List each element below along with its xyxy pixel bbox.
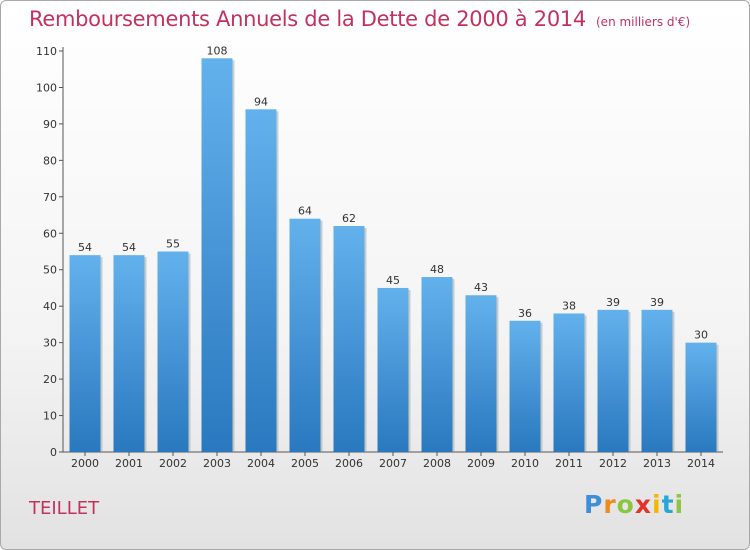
x-tick-label: 2012 (599, 457, 627, 470)
bar (685, 342, 717, 452)
y-tick-label: 70 (43, 191, 57, 204)
x-tick-label: 2004 (247, 457, 275, 470)
y-tick-label: 50 (43, 264, 57, 277)
bar-value-label: 108 (207, 44, 228, 57)
y-tick-label: 0 (50, 446, 57, 459)
y-tick-label: 10 (43, 410, 57, 423)
bar (69, 255, 101, 452)
chart-value-labels: 54 54 55 108 94 64 62 45 48 43 36 38 39 39 30 (78, 44, 708, 341)
bar (641, 309, 673, 452)
bar-value-label: 43 (474, 281, 488, 294)
bar-value-label: 64 (298, 205, 312, 218)
logo-letter: i (652, 490, 662, 519)
chart-unit: (en milliers d'€) (596, 15, 691, 29)
y-tick-label: 30 (43, 337, 57, 350)
bar-value-label: 36 (518, 307, 532, 320)
bar (509, 320, 541, 452)
bar (553, 313, 585, 452)
y-tick-label: 90 (43, 118, 57, 131)
y-tick-label: 60 (43, 227, 57, 240)
bar-value-label: 94 (254, 95, 268, 108)
x-tick-label: 2003 (203, 457, 231, 470)
bar (333, 225, 365, 452)
logo-letter: r (603, 490, 617, 519)
bar-value-label: 45 (386, 274, 400, 287)
chart-bars (69, 58, 719, 453)
bar-value-label: 48 (430, 263, 444, 276)
logo-letter: i (674, 490, 685, 519)
bar-value-label: 54 (78, 241, 92, 254)
chart-axes: 0 10 20 30 40 50 60 70 80 90 100 110 2000 2001 2002 200… (36, 45, 723, 470)
bar (245, 109, 277, 452)
bar-value-label: 55 (166, 238, 180, 251)
bar (201, 58, 233, 453)
x-tick-label: 2000 (71, 457, 99, 470)
bar-value-label: 54 (122, 241, 136, 254)
bar-value-label: 30 (694, 329, 708, 342)
bar (113, 255, 145, 452)
x-tick-label: 2001 (115, 457, 143, 470)
bar-value-label: 39 (650, 296, 664, 309)
bar (597, 309, 629, 452)
proxiti-logo: Proxiti (584, 490, 684, 519)
bar (289, 218, 321, 452)
chart-title-text: Remboursements Annuels de la Dette de 20… (29, 7, 586, 31)
x-tick-label: 2013 (643, 457, 671, 470)
x-tick-label: 2008 (423, 457, 451, 470)
y-tick-label: 40 (43, 300, 57, 313)
chart-title: Remboursements Annuels de la Dette de 20… (29, 7, 690, 31)
x-tick-label: 2014 (687, 457, 715, 470)
bar-value-label: 38 (562, 299, 576, 312)
bar (421, 277, 453, 452)
x-tick-label: 2010 (511, 457, 539, 470)
bar (157, 251, 189, 452)
commune-name: TEILLET (29, 498, 100, 519)
x-tick-label: 2002 (159, 457, 187, 470)
logo-letter: o (616, 490, 635, 519)
x-tick-label: 2011 (555, 457, 583, 470)
bar-value-label: 62 (342, 212, 356, 225)
x-tick-label: 2007 (379, 457, 407, 470)
x-tick-label: 2005 (291, 457, 319, 470)
y-tick-label: 80 (43, 154, 57, 167)
logo-letter: t (661, 490, 675, 519)
y-tick-label: 110 (36, 45, 57, 58)
y-tick-label: 100 (36, 81, 57, 94)
bar (377, 287, 409, 452)
bar-value-label: 39 (606, 296, 620, 309)
logo-letter: P (584, 490, 604, 519)
x-tick-label: 2006 (335, 457, 363, 470)
logo-letter: x (634, 490, 652, 519)
bar (465, 295, 497, 452)
x-tick-label: 2009 (467, 457, 495, 470)
y-tick-label: 20 (43, 373, 57, 386)
